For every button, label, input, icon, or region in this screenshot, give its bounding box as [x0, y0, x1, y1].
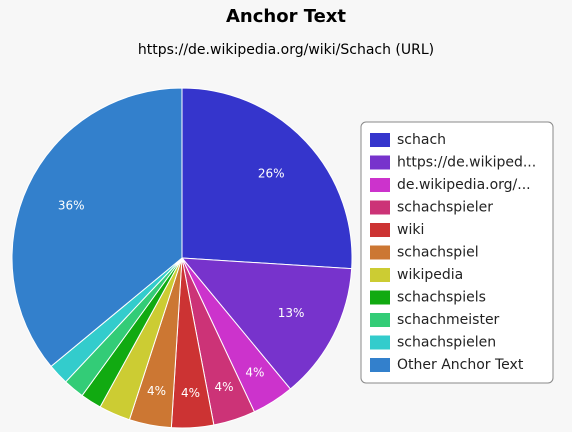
data-label: 13%	[278, 306, 305, 320]
legend-swatch	[370, 335, 390, 350]
data-label: 4%	[147, 384, 166, 398]
legend-label: schachspieler	[397, 200, 493, 216]
pie-slice	[181, 87, 353, 270]
legend-label: schachspielen	[397, 335, 496, 351]
legend-label: de.wikipedia.org/...	[397, 177, 531, 193]
chart-title: Anchor Text	[226, 6, 346, 27]
legend-label: Other Anchor Text	[397, 357, 524, 373]
data-label: 4%	[215, 380, 234, 394]
legend-swatch	[370, 200, 390, 215]
chart-subtitle: https://de.wikipedia.org/wiki/Schach (UR…	[138, 42, 434, 58]
pie-slice	[180, 257, 353, 390]
legend-label: https://de.wikiped...	[397, 155, 536, 171]
pie-slice	[11, 87, 183, 368]
legend-swatch	[370, 268, 390, 282]
legend-label: schachspiels	[397, 290, 486, 306]
data-label: 26%	[258, 167, 285, 181]
legend-swatch	[370, 358, 390, 372]
data-label: 4%	[245, 365, 264, 379]
legend-swatch	[370, 223, 390, 237]
legend-label: schachspiel	[397, 245, 479, 261]
legend-label: schachmeister	[397, 312, 500, 328]
legend-swatch	[370, 155, 390, 170]
legend-swatch	[370, 245, 390, 260]
legend-swatch	[370, 290, 390, 305]
data-label: 4%	[181, 386, 200, 400]
legend-swatch	[370, 178, 390, 192]
legend-swatch	[370, 133, 390, 147]
legend-label: wikipedia	[397, 267, 463, 283]
legend-box	[360, 121, 554, 384]
legend-label: schach	[397, 132, 446, 148]
legend-swatch	[370, 313, 390, 327]
data-label: 36%	[58, 198, 85, 212]
legend-label: wiki	[397, 222, 424, 238]
